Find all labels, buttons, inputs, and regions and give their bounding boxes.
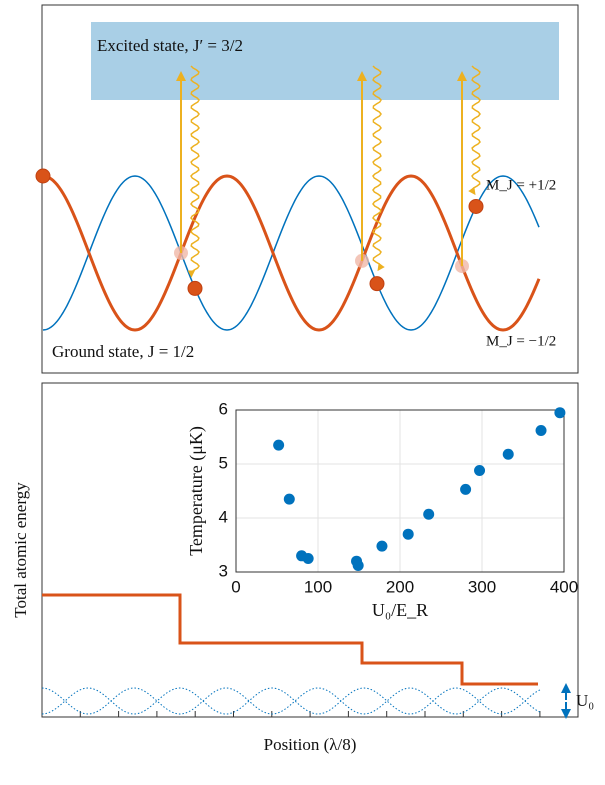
atom bbox=[187, 280, 203, 296]
potentials bbox=[35, 65, 541, 332]
x-tick-label: 0 bbox=[231, 577, 240, 596]
point bbox=[502, 448, 514, 460]
potential-dotted bbox=[41, 687, 541, 715]
potential-minus bbox=[42, 175, 540, 331]
depth-label: U₀ bbox=[576, 691, 594, 710]
inset-frame bbox=[235, 409, 565, 573]
x-tick-label: 300 bbox=[468, 577, 496, 596]
ground-label: Ground state, J = 1/2 bbox=[52, 342, 194, 361]
atom bbox=[35, 168, 51, 184]
atom bbox=[468, 198, 484, 214]
y-tick-label: 4 bbox=[219, 507, 228, 526]
emission bbox=[468, 65, 481, 196]
point bbox=[535, 425, 547, 437]
point bbox=[283, 493, 295, 505]
excited-band bbox=[91, 22, 559, 100]
mj-plus: M_J = +1/2 bbox=[486, 177, 556, 193]
emission bbox=[187, 65, 200, 278]
point bbox=[273, 439, 285, 451]
point bbox=[423, 508, 435, 520]
emission bbox=[372, 65, 385, 272]
y-tick-label: 3 bbox=[219, 561, 228, 580]
point bbox=[402, 528, 414, 540]
excited-label: Excited state, J′ = 3/2 bbox=[97, 36, 243, 55]
inset-chart: 0 100 200 300 400 3 4 5 6 U₀/E_R Temperature (μK) bbox=[186, 399, 578, 620]
atom bbox=[369, 276, 385, 292]
potential-dotted bbox=[41, 687, 541, 715]
y-tick-label: 6 bbox=[219, 399, 228, 418]
energy bbox=[41, 593, 571, 719]
inset-y-label: Temperature (μK) bbox=[186, 426, 207, 556]
y-axis-label: Total atomic energy bbox=[11, 482, 30, 618]
x-axis-label: Position (λ/8) bbox=[264, 735, 357, 754]
mj-minus: M_J = −1/2 bbox=[486, 333, 556, 349]
inset-x-label: U₀/E_R bbox=[372, 600, 428, 620]
x-tick-label: 100 bbox=[304, 577, 332, 596]
point bbox=[302, 553, 314, 564]
y-tick-label: 5 bbox=[219, 453, 228, 472]
point bbox=[376, 540, 388, 552]
point bbox=[352, 560, 364, 572]
top-frame bbox=[41, 4, 579, 374]
point bbox=[460, 483, 472, 495]
point bbox=[474, 464, 486, 476]
x-tick-label: 400 bbox=[550, 577, 578, 596]
potential-plus bbox=[42, 174, 541, 332]
point bbox=[554, 407, 566, 419]
energy-staircase bbox=[42, 593, 538, 686]
x-tick-label: 200 bbox=[386, 577, 414, 596]
